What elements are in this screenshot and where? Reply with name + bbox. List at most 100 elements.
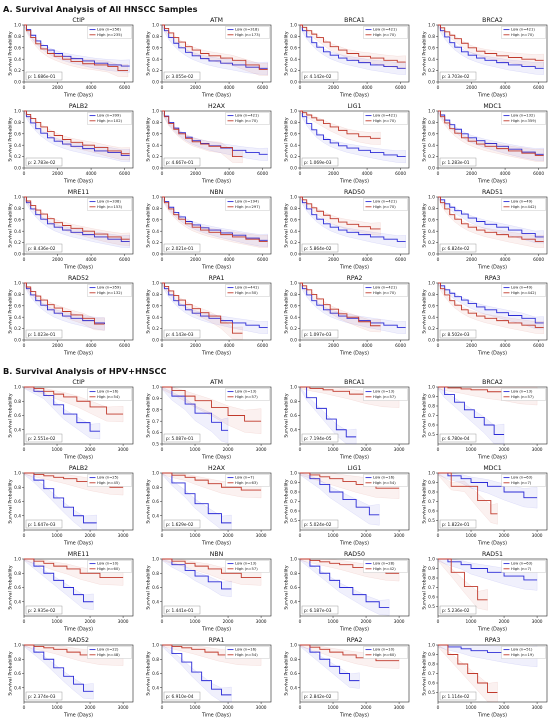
pvalue-box	[25, 691, 63, 701]
y-tick-label: 0.0	[428, 166, 435, 172]
km-curve-high	[162, 282, 243, 334]
y-tick-label: 0.8	[152, 120, 159, 126]
pvalue-box	[163, 243, 201, 253]
legend	[87, 388, 132, 401]
km-curve-low	[300, 644, 360, 682]
legend-label: Low (n=441)	[235, 286, 259, 290]
y-tick-label: 0.2	[152, 240, 159, 246]
panel-title: ATM	[210, 17, 223, 24]
x-axis-label: Time (Days)	[339, 179, 369, 185]
y-axis-label: Survival Probability	[8, 289, 14, 334]
y-tick-label: 0.6	[14, 499, 21, 505]
x-axis-label: Time (Days)	[477, 713, 507, 719]
legend-label: Low (n=7)	[235, 476, 255, 480]
legend-label: Low (n=28)	[373, 562, 395, 566]
y-tick-label: 0.9	[428, 652, 435, 658]
legend-label: High (n=63)	[235, 481, 258, 485]
section-b-title: B. Survival Analysis of HPV+HNSCC	[3, 366, 167, 376]
x-tick-label: 3000	[532, 619, 543, 625]
y-tick-label: 0.6	[152, 671, 159, 677]
x-tick-label: 0	[299, 619, 302, 625]
pvalue-label: p: 7.194e-05	[304, 436, 332, 442]
km-panel-b-nbn: NBN 0.4 0.6 0.8 1.0 0 1000 2000 3000 Time (Days) S…	[146, 551, 272, 633]
x-tick-label: 6000	[257, 257, 268, 263]
y-axis-label: Survival Probability	[422, 31, 428, 76]
pvalue-box	[301, 605, 339, 615]
confidence-band-low	[23, 644, 94, 700]
y-axis-label: Survival Probability	[422, 651, 428, 696]
km-curve-high	[438, 110, 544, 156]
km-curve-low	[300, 196, 406, 242]
pvalue-box	[25, 71, 63, 81]
y-tick-label: 0.5	[428, 432, 435, 438]
legend-label: Low (n=399)	[97, 114, 121, 118]
legend-label: Low (n=10)	[97, 562, 119, 566]
km-curve-low	[438, 24, 544, 69]
legend	[225, 26, 270, 39]
x-tick-label: 0	[23, 619, 26, 625]
pvalue-box	[439, 433, 477, 443]
confidence-band-high	[161, 472, 262, 499]
y-tick-label: 0.8	[428, 292, 435, 298]
confidence-band-high	[23, 558, 124, 586]
y-tick-label: 0.6	[290, 303, 297, 309]
legend	[363, 646, 408, 659]
y-tick-label: 0.5	[428, 604, 435, 610]
y-tick-label: 0.4	[152, 57, 159, 63]
y-tick-label: 0.8	[428, 34, 435, 40]
y-tick-label: 0.2	[428, 154, 435, 160]
y-tick-label: 0.8	[14, 120, 21, 126]
km-panel-b-rpa2: RPA2 0.4 0.6 0.8 1.0 0 1000 2000 3000 Time (Days)…	[284, 637, 410, 719]
km-panel-a-palb2: PALB2 0.0 0.2 0.4 0.6 0.8 1.0 0 2000 4000 6000 Time…	[8, 103, 134, 185]
pvalue-box	[439, 691, 477, 701]
x-tick-label: 6000	[395, 85, 406, 91]
confidence-band-high	[437, 472, 498, 525]
km-curve-high	[438, 196, 544, 242]
km-panel-b-rad51: RAD51 0.5 0.6 0.7 0.8 0.9 1.0 0 1000 2000 3000 Time…	[422, 551, 548, 633]
x-tick-label: 1000	[328, 447, 339, 453]
y-axis-label: Survival Probability	[146, 289, 152, 334]
pvalue-box	[163, 157, 201, 167]
x-tick-label: 4000	[224, 343, 235, 349]
x-tick-label: 2000	[361, 533, 372, 539]
y-tick-label: 1.0	[152, 557, 159, 563]
pvalue-box	[439, 157, 477, 167]
y-tick-label: 0.8	[290, 571, 297, 577]
x-axis-label: Time (Days)	[63, 713, 93, 719]
x-tick-label: 3000	[256, 619, 267, 625]
panel-title: PALB2	[69, 465, 88, 472]
x-tick-label: 0	[161, 447, 164, 453]
x-tick-label: 4000	[362, 343, 373, 349]
pvalue-label: p: 3.703e-02	[442, 74, 470, 80]
km-curve-high	[24, 558, 124, 578]
x-tick-label: 6000	[257, 171, 268, 177]
y-tick-label: 1.0	[14, 195, 21, 201]
km-curve-low	[162, 472, 232, 524]
x-tick-label: 2000	[223, 533, 234, 539]
y-tick-label: 0.8	[14, 485, 21, 491]
x-tick-label: 6000	[395, 171, 406, 177]
x-tick-label: 4000	[500, 343, 511, 349]
y-axis-label: Survival Probability	[8, 479, 14, 524]
km-panel-b-rpa1: RPA1 0.4 0.6 0.8 1.0 0 1000 2000 3000 Time (Days)…	[146, 637, 272, 719]
x-tick-label: 1000	[190, 705, 201, 711]
km-curve-high	[162, 110, 243, 158]
y-axis-label: Survival Probability	[284, 479, 290, 524]
legend-label: High (n=132)	[97, 291, 123, 295]
y-tick-label: 0.8	[14, 571, 21, 577]
pvalue-box	[301, 433, 339, 443]
x-axis-label: Time (Days)	[63, 627, 93, 633]
km-panel-b-mre11: MRE11 0.4 0.6 0.8 1.0 0 1000 2000 3000 Time (Days…	[8, 551, 134, 633]
km-panel-a-nbn: NBN 0.0 0.2 0.4 0.6 0.8 1.0 0 2000 4000 6000 Time (…	[146, 189, 272, 271]
legend	[363, 198, 408, 211]
km-panel-b-brca1: BRCA1 0.4 0.6 0.8 1.0 0 1000 2000 3000 Time (Days…	[284, 379, 410, 461]
y-tick-label: 0.6	[428, 131, 435, 137]
legend-label: High (n=48)	[97, 653, 120, 657]
confidence-band-high	[299, 386, 400, 408]
y-axis-label: Survival Probability	[422, 117, 428, 162]
x-tick-label: 2000	[52, 85, 63, 91]
panel-title: MRE11	[68, 189, 89, 196]
legend-label: High (n=7)	[511, 567, 532, 571]
y-tick-label: 0.4	[152, 513, 159, 519]
